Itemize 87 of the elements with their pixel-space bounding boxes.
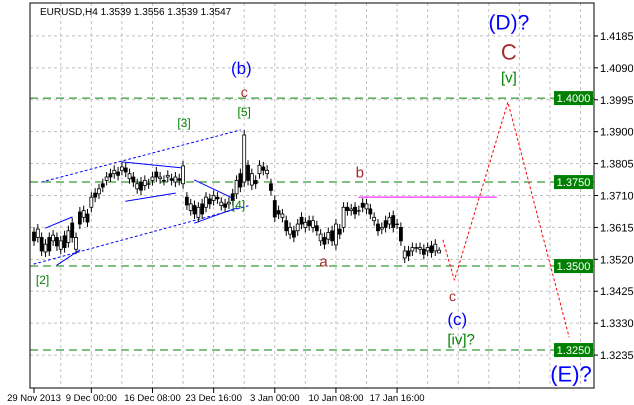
candlestick	[311, 215, 315, 233]
y-tick-label: 1.3710	[600, 190, 634, 202]
ref-line-label: 1.4000	[556, 93, 590, 106]
candlestick	[116, 166, 120, 181]
candlestick	[139, 176, 143, 196]
candlestick	[422, 244, 426, 260]
ref-line-label: 1.3500	[556, 261, 590, 274]
annotation: c	[240, 84, 248, 100]
candlestick	[349, 203, 354, 216]
ref-line-label: 1.3250	[556, 345, 590, 358]
candlestick	[86, 208, 90, 228]
chart-title: EURUSD,H4 1.3539 1.3556 1.3539 1.3547	[40, 7, 232, 18]
annotation: (E)?	[550, 362, 592, 387]
candlestick	[208, 193, 212, 210]
y-tick-label: 1.3235	[600, 350, 634, 362]
y-tick-label: 1.3900	[600, 126, 634, 139]
y-tick-label: 1.3520	[600, 254, 634, 266]
candlestick	[192, 200, 196, 220]
candlestick	[212, 190, 216, 206]
candlestick	[430, 240, 434, 258]
candlestick	[433, 238, 438, 256]
candlestick	[399, 222, 403, 246]
candlestick	[265, 164, 270, 180]
candlestick	[353, 202, 357, 220]
candlestick	[142, 174, 147, 191]
y-tick-label: 1.3805	[600, 158, 634, 171]
candlestick	[402, 245, 407, 264]
annotation: [3]	[177, 116, 191, 130]
candlestick	[272, 195, 277, 223]
annotation: c	[449, 288, 456, 304]
x-tick-label: 10 Jan 08:00	[308, 393, 364, 404]
ref-line-label: 1.3750	[556, 177, 590, 190]
candlestick	[426, 242, 430, 256]
candlestick	[391, 210, 396, 233]
y-tick-label: 1.3995	[600, 94, 634, 107]
candlestick	[112, 164, 116, 180]
candlestick	[78, 206, 82, 230]
candlestick	[388, 212, 392, 230]
candlestick	[269, 178, 273, 196]
candlestick	[334, 218, 338, 250]
annotation: [5]	[238, 105, 251, 120]
x-tick-label: 17 Jan 16:00	[370, 393, 425, 404]
candlestick	[166, 170, 170, 183]
annotation: [2]	[36, 273, 50, 288]
candlestick	[254, 174, 258, 190]
x-tick-label: 3 Jan 00:00	[250, 393, 300, 404]
candlestick	[108, 168, 112, 183]
candlestick	[170, 173, 174, 186]
candlestick	[303, 216, 308, 233]
candlestick	[181, 160, 185, 190]
annotation: [iv]?	[447, 331, 475, 348]
annotation: (b)	[230, 58, 252, 78]
candlestick	[196, 202, 200, 223]
annotation: [v]	[500, 69, 517, 86]
candlestick	[55, 232, 59, 252]
candlestick	[158, 171, 162, 184]
candlestick	[223, 198, 227, 213]
y-tick-label: 1.3330	[600, 318, 634, 330]
candlestick	[89, 192, 94, 213]
candlestick	[258, 160, 262, 180]
annotation: b	[356, 164, 364, 182]
candlestick	[384, 215, 388, 233]
candlestick	[406, 245, 410, 262]
x-tick-label: 29 Nov 2013	[7, 393, 61, 404]
candlestick	[322, 232, 326, 250]
annotation: (D)?	[488, 11, 530, 34]
annotation: a	[319, 253, 328, 270]
candlestick	[414, 242, 418, 254]
candlestick	[174, 171, 178, 188]
candlestick	[307, 215, 312, 232]
candlestick	[47, 232, 52, 256]
annotation: C	[500, 40, 517, 65]
candlestick	[58, 235, 63, 255]
candlestick	[261, 161, 266, 176]
y-tick-label: 1.3425	[600, 286, 634, 298]
y-tick-label: 1.3615	[600, 222, 634, 234]
x-tick-label: 23 Dec 16:00	[185, 393, 242, 404]
x-tick-label: 16 Dec 08:00	[124, 393, 181, 404]
candlestick	[330, 225, 334, 246]
annotation: (c)	[447, 310, 468, 329]
candlestick	[150, 171, 154, 186]
y-tick-label: 1.4090	[600, 62, 634, 75]
y-tick-label: 1.4185	[600, 30, 634, 43]
candlestick	[32, 226, 36, 246]
x-tick-label: 9 Dec 00:00	[66, 393, 117, 404]
candlestick	[154, 166, 158, 183]
candlestick	[162, 174, 166, 186]
